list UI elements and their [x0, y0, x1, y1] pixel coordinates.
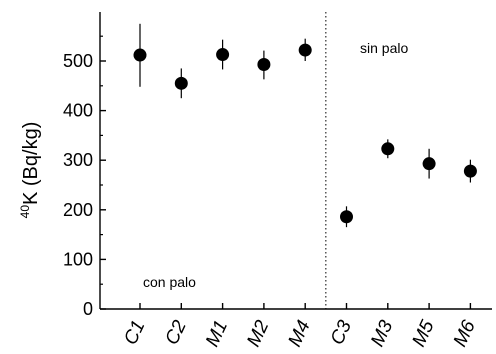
x-tick-label: M1 [202, 317, 232, 350]
annotation-sin-palo: sin palo [360, 40, 408, 56]
svg-text:40K (Bq/kg): 40K (Bq/kg) [18, 122, 42, 219]
x-tick-label: M4 [285, 317, 315, 350]
x-tick-label: M3 [367, 317, 397, 350]
data-point [422, 157, 436, 171]
y-axis-title: 40K (Bq/kg) [18, 122, 42, 219]
y-tick-label: 0 [83, 299, 93, 319]
y-tick-label: 200 [63, 200, 93, 220]
data-point [216, 48, 230, 62]
y-axis-ticks: 0 100 200 300 400 500 [63, 35, 106, 319]
data-point [381, 142, 395, 156]
x-axis-ticks [139, 303, 472, 309]
x-tick-label: C3 [327, 317, 356, 348]
data-point [257, 57, 271, 71]
y-tick-label: 100 [63, 249, 93, 269]
x-tick-labels: C1 C2 M1 M2 M4 C3 M3 M5 M6 [120, 317, 480, 350]
data-point [133, 48, 147, 62]
x-tick-label: C2 [162, 317, 191, 348]
data-point [298, 43, 312, 57]
y-tick-label: 300 [63, 150, 93, 170]
y-axis-title-superscript: 40 [18, 205, 32, 219]
x-tick-label: C1 [120, 317, 149, 348]
x-tick-label: M2 [243, 317, 273, 350]
x-tick-label: M5 [408, 317, 438, 350]
data-points [133, 43, 477, 224]
data-point [463, 164, 477, 178]
y-tick-label: 500 [63, 51, 93, 71]
y-axis-title-main: K (Bq/kg) [20, 122, 42, 205]
y-tick-label: 400 [63, 101, 93, 121]
x-tick-label: M6 [450, 317, 480, 350]
annotation-con-palo: con palo [143, 274, 196, 290]
data-point [340, 210, 353, 224]
data-point [174, 76, 188, 90]
